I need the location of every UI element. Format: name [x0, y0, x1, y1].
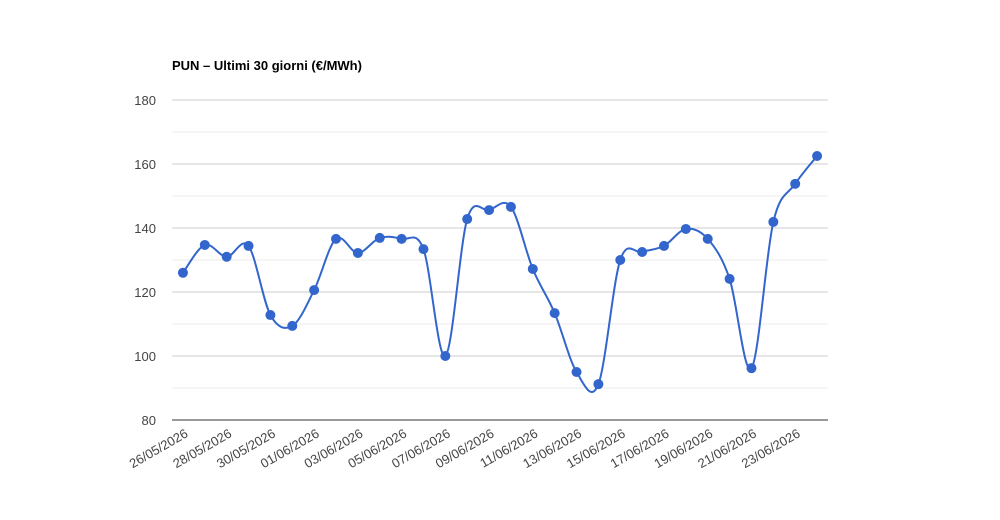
- data-point: [746, 363, 757, 374]
- series-line: [182, 155, 818, 393]
- y-tick-label: 120: [134, 285, 156, 300]
- data-point: [440, 351, 451, 361]
- data-point: [418, 244, 429, 255]
- data-point: [527, 263, 538, 274]
- data-point: [396, 233, 407, 244]
- data-point: [571, 367, 582, 377]
- data-point: [331, 233, 341, 244]
- data-point: [199, 239, 210, 250]
- chart-title: PUN – Ultimi 30 giorni (€/MWh): [172, 58, 362, 73]
- data-point: [659, 240, 669, 251]
- data-point: [374, 232, 385, 243]
- data-point: [593, 379, 604, 390]
- y-tick-label: 180: [134, 93, 156, 108]
- data-point: [549, 308, 560, 319]
- y-tick-label: 100: [134, 349, 156, 364]
- data-point: [615, 255, 626, 265]
- data-point: [812, 151, 823, 161]
- y-tick-label: 160: [134, 157, 156, 172]
- y-tick-label: 80: [142, 413, 156, 428]
- data-point: [462, 214, 473, 225]
- data-point: [768, 216, 779, 227]
- data-point: [309, 285, 320, 296]
- data-point: [287, 320, 298, 331]
- data-point: [505, 201, 516, 212]
- data-point: [637, 247, 648, 257]
- data-point: [790, 178, 801, 189]
- data-point: [680, 223, 691, 234]
- data-point: [243, 240, 254, 251]
- data-point: [177, 267, 188, 278]
- data-point: [221, 251, 232, 262]
- y-tick-label: 140: [134, 221, 156, 236]
- data-point: [352, 247, 363, 258]
- data-point: [484, 205, 495, 216]
- data-point: [702, 233, 713, 244]
- data-point: [265, 310, 276, 321]
- data-point: [724, 273, 735, 284]
